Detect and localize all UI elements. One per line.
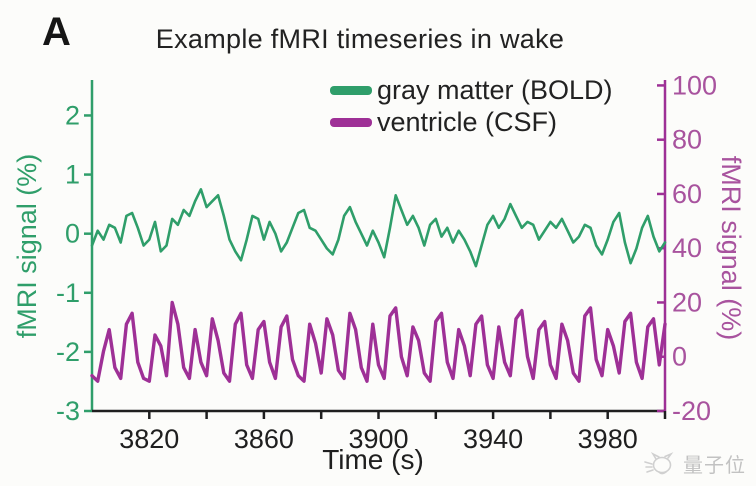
bold-trace bbox=[90, 188, 667, 268]
x-tick-label: 3820 bbox=[119, 424, 179, 454]
right-tick-label: -20 bbox=[672, 396, 711, 426]
csf-trace bbox=[90, 300, 667, 383]
left-tick-label: -1 bbox=[56, 278, 80, 308]
panel-label: A bbox=[42, 10, 71, 54]
chart-legend: gray matter (BOLD) ventricle (CSF) bbox=[330, 74, 613, 138]
legend-label-bold: gray matter (BOLD) bbox=[377, 74, 613, 105]
legend-swatch-bold-icon bbox=[330, 85, 372, 95]
left-tick-label: 2 bbox=[65, 100, 80, 130]
legend-item-gray-matter: gray matter (BOLD) bbox=[330, 74, 613, 106]
x-tick-label: 3860 bbox=[234, 424, 294, 454]
watermark-text: 量子位 bbox=[683, 455, 746, 477]
x-tick-label: 3980 bbox=[578, 424, 638, 454]
legend-label-csf: ventricle (CSF) bbox=[377, 106, 558, 137]
right-axis-title: fMRI signal (%) bbox=[716, 155, 746, 341]
right-tick-label: 0 bbox=[672, 342, 687, 372]
right-tick-label: 40 bbox=[672, 233, 702, 263]
watermark: 量子位 bbox=[643, 449, 746, 478]
x-tick-label: 3940 bbox=[463, 424, 523, 454]
x-axis-title: Time (s) bbox=[322, 444, 424, 475]
right-tick-label: 80 bbox=[672, 125, 702, 155]
right-tick-label: 60 bbox=[672, 179, 702, 209]
legend-item-ventricle: ventricle (CSF) bbox=[330, 106, 613, 138]
left-axis-title: fMRI signal (%) bbox=[12, 153, 42, 339]
left-tick-label: 0 bbox=[65, 219, 80, 249]
left-tick-label: -3 bbox=[56, 396, 80, 426]
left-tick-label: 1 bbox=[65, 160, 80, 190]
x-tick-label: 3900 bbox=[348, 424, 408, 454]
left-tick-label: -2 bbox=[56, 337, 80, 367]
chart-title: Example fMRI timeseries in wake bbox=[155, 24, 565, 54]
qbitai-logo-icon bbox=[644, 451, 674, 474]
right-tick-label: 20 bbox=[672, 287, 702, 317]
right-tick-label: 100 bbox=[672, 70, 717, 100]
legend-swatch-csf-icon bbox=[330, 117, 372, 127]
